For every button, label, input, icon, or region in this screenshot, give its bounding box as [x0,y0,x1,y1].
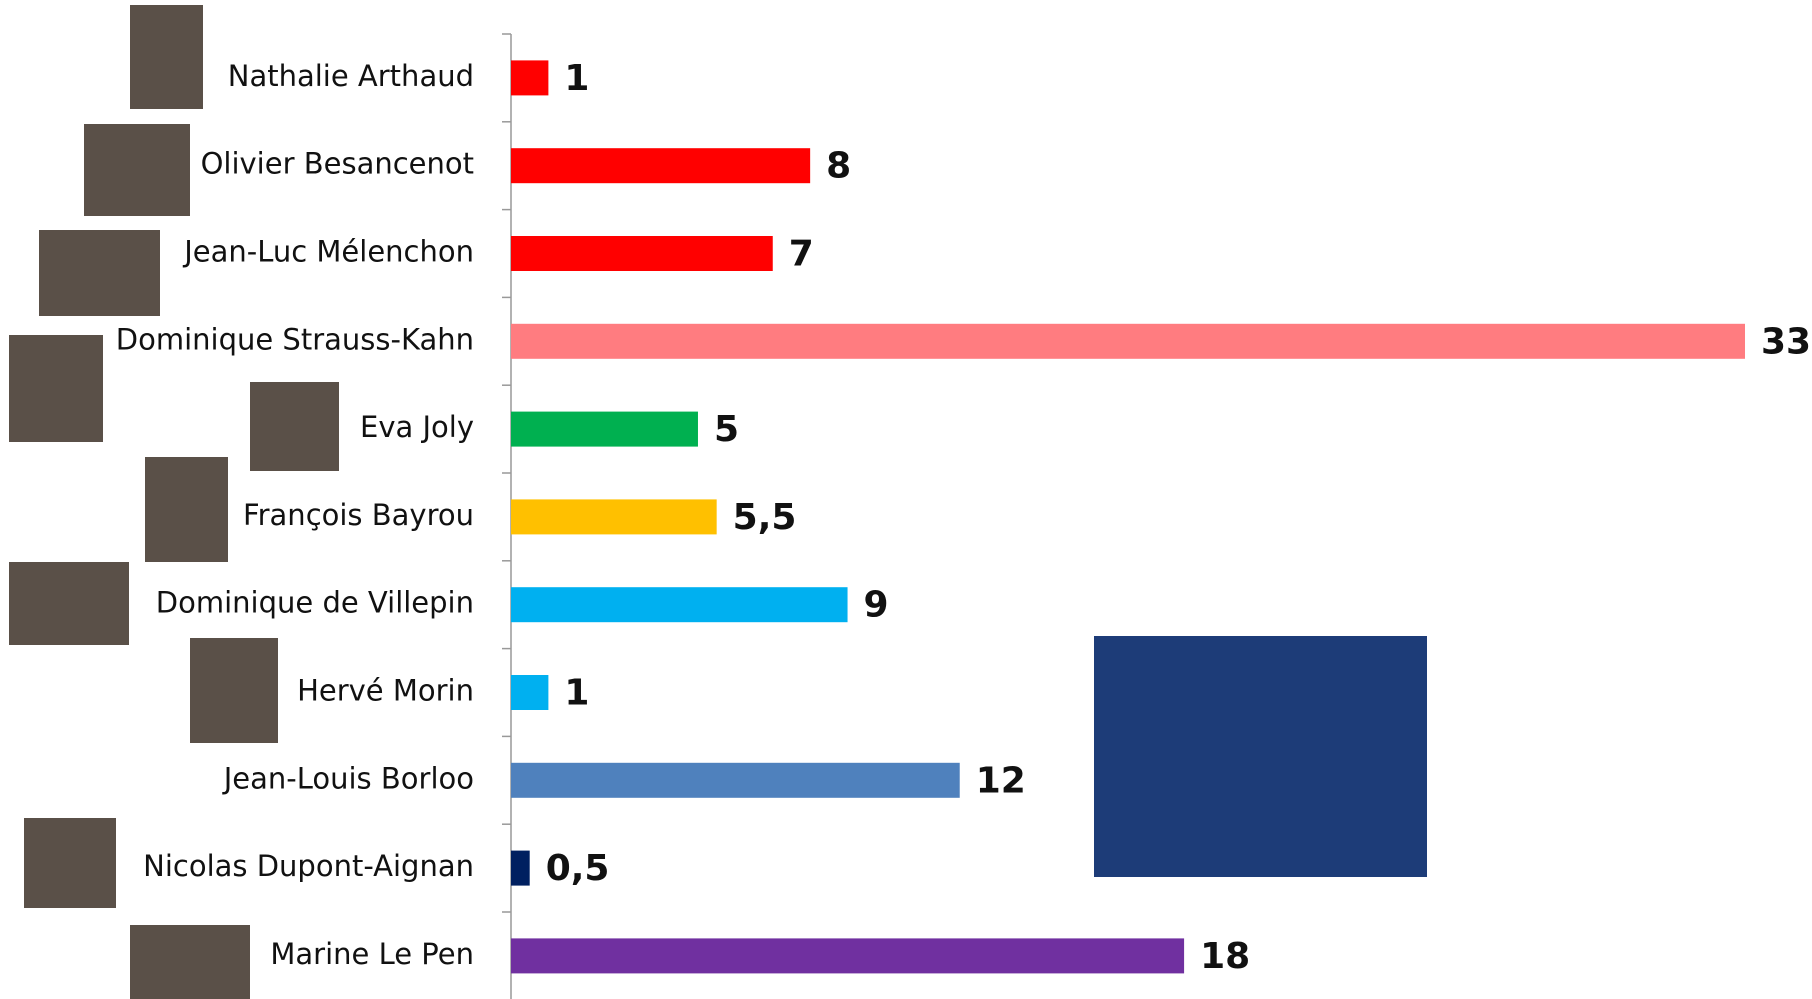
photo [39,230,160,316]
category-label: Eva Joly [360,410,474,444]
page: Nathalie Arthaud 1 Olivier Besancenot 8 Jean… [0,0,1812,999]
value-label: 5,5 [733,497,797,538]
category-label: Dominique de Villepin [156,586,474,620]
chart: Nathalie Arthaud 1 Olivier Besancenot 8 Jean… [0,0,1812,999]
photo [250,382,339,471]
bar [511,412,698,447]
photo [130,5,203,109]
category-label: Nathalie Arthaud [228,59,474,93]
category-label: Jean-Louis Borloo [222,761,474,795]
value-label: 1 [564,673,589,714]
photo [145,457,228,562]
category-label: Jean-Luc Mélenchon [182,235,474,269]
value-label: 18 [1200,936,1250,977]
value-label: 9 [864,585,889,626]
photo-large [1094,636,1427,877]
bar [511,675,548,710]
category-label: Dominique Strauss-Kahn [116,322,474,356]
value-label: 5 [714,409,739,450]
bar [511,938,1184,973]
category-label: Olivier Besancenot [201,147,474,181]
photo [190,638,278,743]
photo [9,562,129,645]
bar [511,236,773,271]
category-label: Nicolas Dupont-Aignan [143,849,474,883]
bar [511,499,717,534]
value-label: 12 [976,760,1026,801]
bar [511,851,530,886]
value-label: 7 [789,234,814,275]
photo [130,925,250,999]
bar [511,324,1745,359]
category-label: Hervé Morin [297,674,474,708]
photo [9,335,103,442]
category-label: François Bayrou [243,498,474,532]
photo [24,818,116,908]
bar [511,587,848,622]
value-label: 8 [826,146,851,187]
bar [511,763,960,798]
photo [84,124,190,216]
category-label: Marine Le Pen [270,937,474,971]
value-label: 1 [564,58,589,99]
bar [511,60,548,95]
value-label: 33 [1761,321,1811,362]
value-label: 0,5 [546,848,610,889]
bar [511,148,810,183]
